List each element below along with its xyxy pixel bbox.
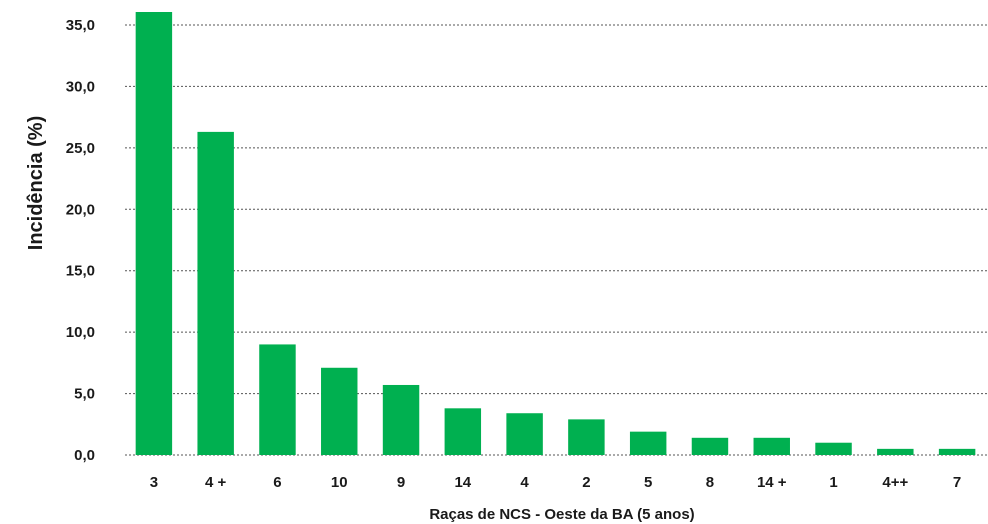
bar bbox=[691, 437, 729, 455]
y-tick-label: 15,0 bbox=[66, 263, 95, 280]
x-tick-label: 8 bbox=[706, 474, 714, 491]
x-tick-label: 4 + bbox=[205, 474, 227, 491]
bar bbox=[197, 131, 234, 455]
x-tick-label: 14 + bbox=[757, 474, 787, 491]
bar bbox=[629, 431, 667, 455]
x-tick-label: 6 bbox=[273, 474, 281, 491]
x-tick-label: 14 bbox=[454, 474, 471, 491]
x-axis-title: Raças de NCS - Oeste da BA (5 anos) bbox=[429, 506, 694, 523]
bars bbox=[135, 12, 976, 455]
bar bbox=[938, 448, 976, 455]
x-tick-label: 4++ bbox=[882, 474, 908, 491]
y-tick-labels: 0,0 5,0 10,0 15,0 20,0 25,0 30,0 35,0 bbox=[66, 17, 95, 464]
x-tick-label: 10 bbox=[331, 474, 348, 491]
y-axis-title: Incidência (%) bbox=[25, 116, 47, 250]
bar bbox=[506, 413, 543, 455]
y-tick-label: 35,0 bbox=[66, 17, 95, 34]
bar bbox=[382, 384, 420, 455]
x-tick-label: 9 bbox=[397, 474, 405, 491]
x-tick-label: 4 bbox=[520, 474, 529, 491]
y-tick-label: 0,0 bbox=[74, 447, 95, 464]
x-tick-labels: 3 4 + 6 10 9 14 4 2 5 8 14 + 1 4++ 7 bbox=[150, 474, 962, 491]
bar bbox=[321, 367, 358, 455]
x-tick-label: 3 bbox=[150, 474, 158, 491]
y-tick-label: 5,0 bbox=[74, 386, 95, 403]
bar bbox=[259, 344, 296, 455]
x-tick-label: 1 bbox=[829, 474, 837, 491]
x-tick-label: 7 bbox=[953, 474, 961, 491]
x-tick-label: 5 bbox=[644, 474, 652, 491]
bar bbox=[815, 442, 852, 455]
bar bbox=[568, 419, 605, 455]
y-tick-label: 25,0 bbox=[66, 140, 95, 157]
bar bbox=[444, 408, 482, 455]
gridlines bbox=[125, 24, 988, 456]
y-tick-label: 30,0 bbox=[66, 78, 95, 95]
bar bbox=[753, 437, 790, 455]
x-tick-label: 2 bbox=[582, 474, 590, 491]
bar bbox=[877, 448, 914, 455]
bar bbox=[135, 12, 173, 455]
y-tick-label: 10,0 bbox=[66, 324, 95, 341]
y-tick-label: 20,0 bbox=[66, 201, 95, 218]
